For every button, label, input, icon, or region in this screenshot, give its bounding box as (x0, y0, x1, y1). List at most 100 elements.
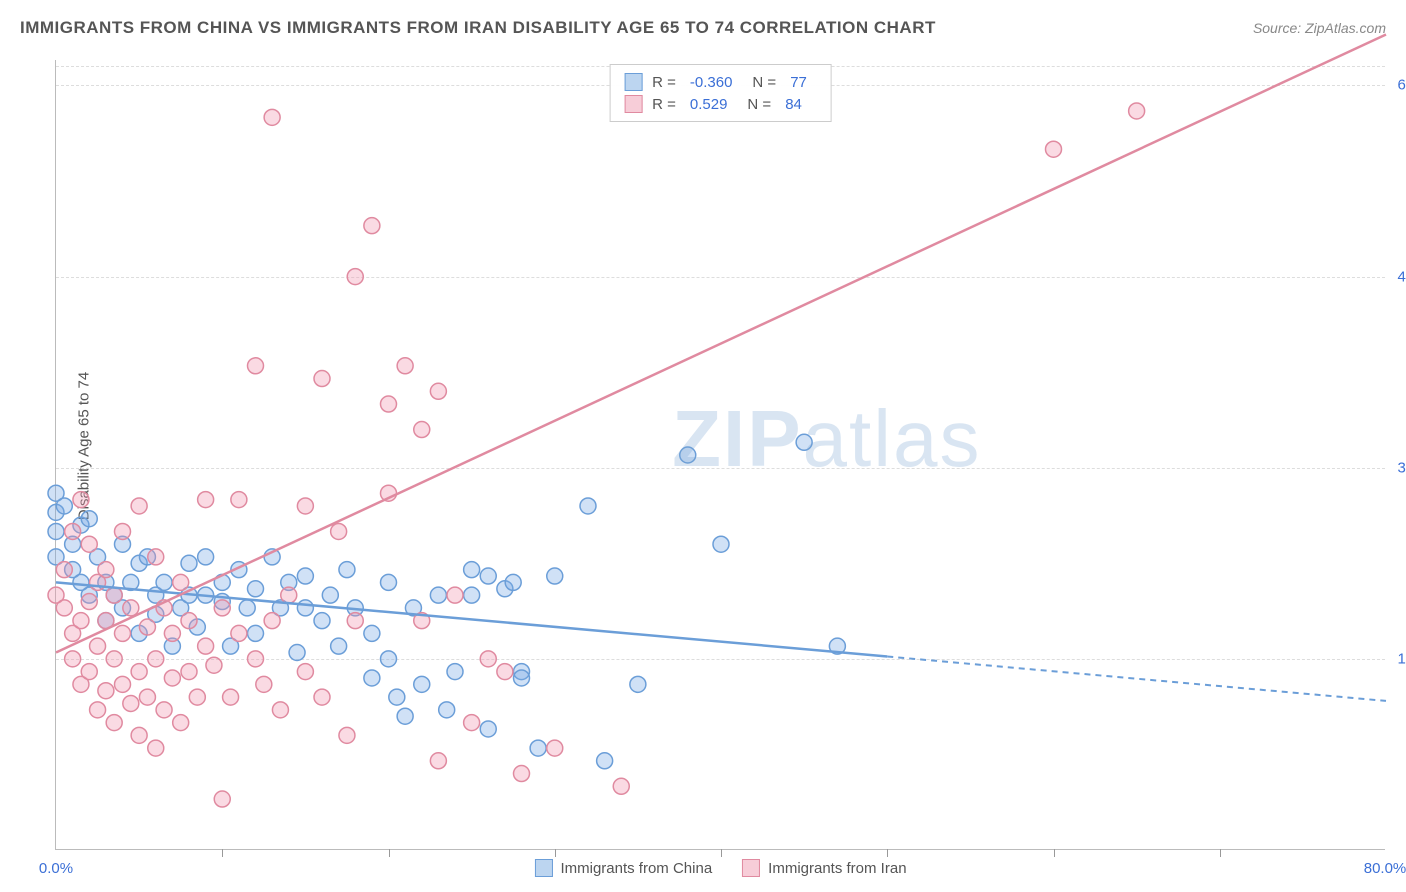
data-point (331, 523, 347, 539)
data-point (447, 664, 463, 680)
legend-swatch (624, 73, 642, 91)
data-point (347, 613, 363, 629)
data-point (364, 670, 380, 686)
legend-series-label: Immigrants from Iran (768, 860, 906, 877)
data-point (90, 638, 106, 654)
data-point (90, 702, 106, 718)
data-point (630, 676, 646, 692)
title-bar: IMMIGRANTS FROM CHINA VS IMMIGRANTS FROM… (20, 18, 1386, 38)
data-point (173, 574, 189, 590)
legend-series-item: Immigrants from Iran (742, 859, 906, 877)
data-point (597, 753, 613, 769)
data-point (389, 689, 405, 705)
legend-n-label: N = (752, 74, 776, 91)
data-point (223, 689, 239, 705)
legend-n-label: N = (747, 96, 771, 113)
data-point (430, 587, 446, 603)
data-point (281, 587, 297, 603)
data-point (547, 568, 563, 584)
data-point (322, 587, 338, 603)
data-point (397, 708, 413, 724)
data-point (81, 594, 97, 610)
legend-series-item: Immigrants from China (534, 859, 712, 877)
data-point (713, 536, 729, 552)
data-point (680, 447, 696, 463)
data-point (480, 651, 496, 667)
data-point (264, 109, 280, 125)
trend-line (56, 35, 1386, 653)
data-point (198, 492, 214, 508)
data-point (613, 778, 629, 794)
data-point (214, 600, 230, 616)
data-point (139, 689, 155, 705)
data-point (364, 625, 380, 641)
data-point (580, 498, 596, 514)
data-point (314, 689, 330, 705)
data-point (331, 638, 347, 654)
data-point (173, 715, 189, 731)
legend-n-value: 77 (790, 74, 807, 91)
correlation-legend: R = -0.360 N = 77 R = 0.529 N = 84 (609, 64, 832, 122)
data-point (148, 651, 164, 667)
data-point (98, 562, 114, 578)
data-point (73, 492, 89, 508)
data-point (297, 498, 313, 514)
legend-swatch (742, 859, 760, 877)
legend-r-label: R = (652, 96, 676, 113)
data-point (206, 657, 222, 673)
legend-swatch (534, 859, 552, 877)
data-point (447, 587, 463, 603)
data-point (56, 498, 72, 514)
data-point (480, 721, 496, 737)
data-point (297, 664, 313, 680)
data-point (81, 664, 97, 680)
data-point (81, 536, 97, 552)
plot-area: 15.0%30.0%45.0%60.0% ZIPatlas R = -0.360… (55, 60, 1385, 850)
data-point (164, 670, 180, 686)
data-point (115, 676, 131, 692)
data-point (81, 511, 97, 527)
data-point (164, 625, 180, 641)
data-point (364, 218, 380, 234)
data-point (115, 523, 131, 539)
data-point (56, 600, 72, 616)
data-point (73, 613, 89, 629)
data-point (131, 727, 147, 743)
data-point (297, 600, 313, 616)
data-point (106, 587, 122, 603)
x-axis-min-label: 0.0% (39, 860, 73, 877)
data-point (156, 702, 172, 718)
data-point (414, 422, 430, 438)
data-point (248, 581, 264, 597)
legend-swatch (624, 95, 642, 113)
data-point (106, 715, 122, 731)
data-point (98, 683, 114, 699)
data-point (139, 619, 155, 635)
data-point (131, 498, 147, 514)
data-point (115, 625, 131, 641)
data-point (181, 613, 197, 629)
chart-title: IMMIGRANTS FROM CHINA VS IMMIGRANTS FROM… (20, 18, 936, 38)
data-point (339, 562, 355, 578)
data-point (231, 625, 247, 641)
trend-line-extrapolated (887, 656, 1386, 700)
y-axis-tick-label: 30.0% (1397, 459, 1406, 476)
data-point (381, 396, 397, 412)
data-point (106, 651, 122, 667)
legend-r-value: -0.360 (690, 74, 733, 91)
data-point (48, 523, 64, 539)
series-legend: Immigrants from China Immigrants from Ira… (534, 859, 906, 877)
data-point (239, 600, 255, 616)
y-axis-tick-label: 45.0% (1397, 268, 1406, 285)
data-point (189, 689, 205, 705)
data-point (480, 568, 496, 584)
data-point (248, 358, 264, 374)
data-point (796, 434, 812, 450)
data-point (131, 664, 147, 680)
data-point (56, 562, 72, 578)
data-point (505, 574, 521, 590)
data-point (123, 695, 139, 711)
data-point (256, 676, 272, 692)
data-point (264, 613, 280, 629)
data-point (439, 702, 455, 718)
